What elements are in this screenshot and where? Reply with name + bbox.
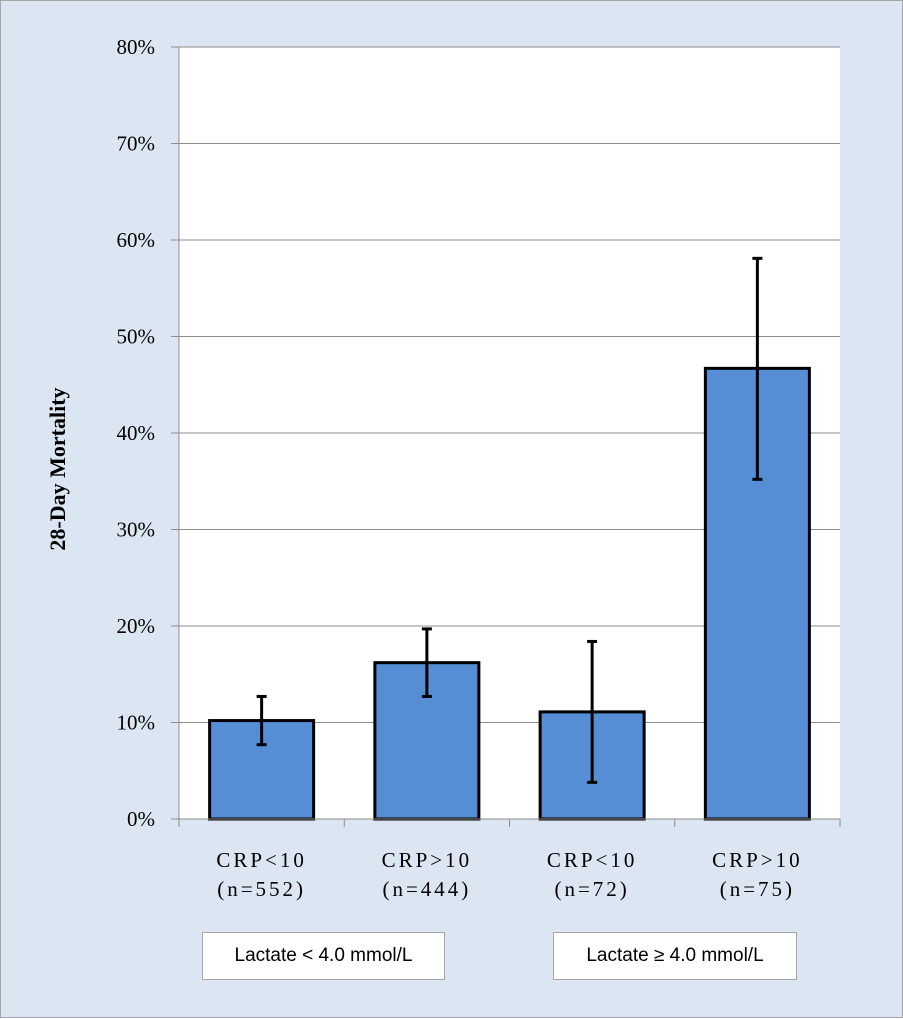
y-axis-ticks: 0% 10% 20% 30% 40% 50% 60% 70% 80% (117, 35, 179, 831)
y-tick-label: 80% (117, 35, 156, 59)
category-sample-size: (n=552) (217, 877, 306, 901)
y-tick-label: 10% (117, 711, 156, 735)
y-axis-title: 28-Day Mortality (45, 387, 70, 550)
category-label: CRP<10 (216, 848, 307, 872)
x-axis-labels: CRP<10 (n=552) CRP>10 (n=444) CRP<10 (n=72) CR… (216, 848, 803, 901)
category-label: CRP>10 (712, 848, 803, 872)
axes (178, 47, 841, 827)
y-tick-label: 60% (117, 228, 156, 252)
category-sample-size: (n=75) (720, 877, 795, 901)
category-label: CRP<10 (547, 848, 638, 872)
category-sample-size: (n=444) (382, 877, 471, 901)
category-sample-size: (n=72) (554, 877, 629, 901)
category-label: CRP>10 (382, 848, 473, 872)
y-tick-label: 70% (117, 132, 156, 156)
y-tick-label: 30% (117, 518, 156, 542)
group-label-low-lactate: Lactate < 4.0 mmol/L (202, 932, 445, 980)
group-label-high-lactate: Lactate ≥ 4.0 mmol/L (553, 932, 797, 980)
error-bars (256, 256, 763, 784)
y-tick-label: 20% (117, 614, 156, 638)
bar (703, 366, 811, 821)
y-tick-label: 50% (117, 325, 156, 349)
y-tick-label: 40% (117, 421, 156, 445)
y-tick-label: 0% (127, 807, 155, 831)
